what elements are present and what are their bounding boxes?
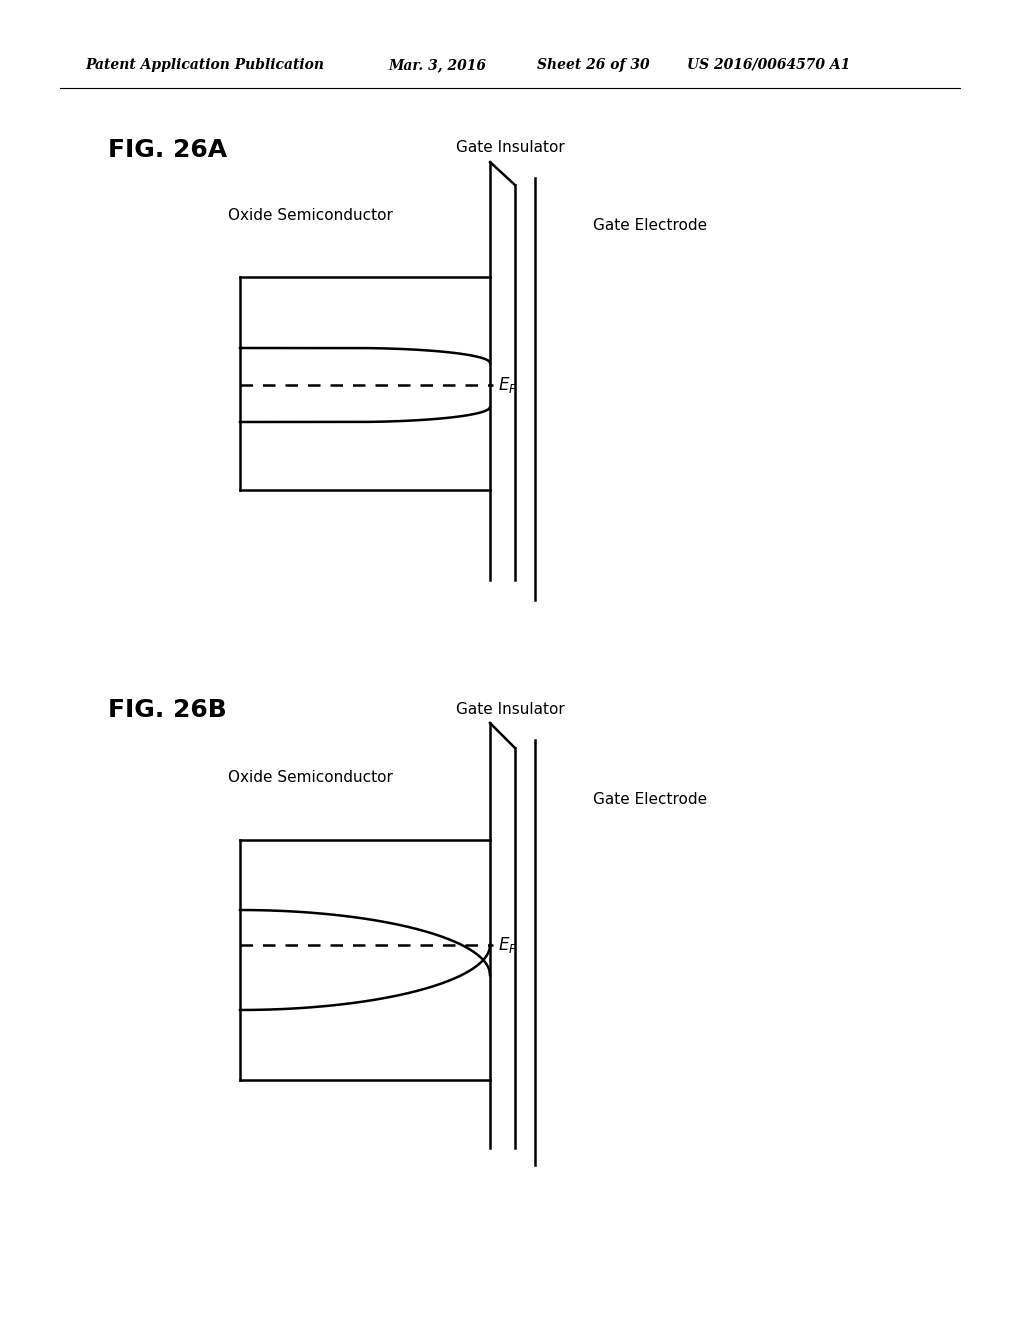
Text: US 2016/0064570 A1: US 2016/0064570 A1 (687, 58, 850, 73)
Text: Patent Application Publication: Patent Application Publication (85, 58, 324, 73)
Text: Oxide Semiconductor: Oxide Semiconductor (227, 771, 392, 785)
Text: Gate Insulator: Gate Insulator (456, 140, 564, 156)
Text: Gate Insulator: Gate Insulator (456, 702, 564, 718)
Text: FIG. 26B: FIG. 26B (108, 698, 226, 722)
Text: Mar. 3, 2016: Mar. 3, 2016 (388, 58, 486, 73)
Text: Sheet 26 of 30: Sheet 26 of 30 (537, 58, 649, 73)
Text: Gate Electrode: Gate Electrode (593, 792, 707, 808)
Text: Gate Electrode: Gate Electrode (593, 218, 707, 232)
Text: Oxide Semiconductor: Oxide Semiconductor (227, 207, 392, 223)
Text: FIG. 26A: FIG. 26A (108, 139, 227, 162)
Text: $E_F$: $E_F$ (498, 375, 517, 395)
Text: $E_F$: $E_F$ (498, 935, 517, 954)
